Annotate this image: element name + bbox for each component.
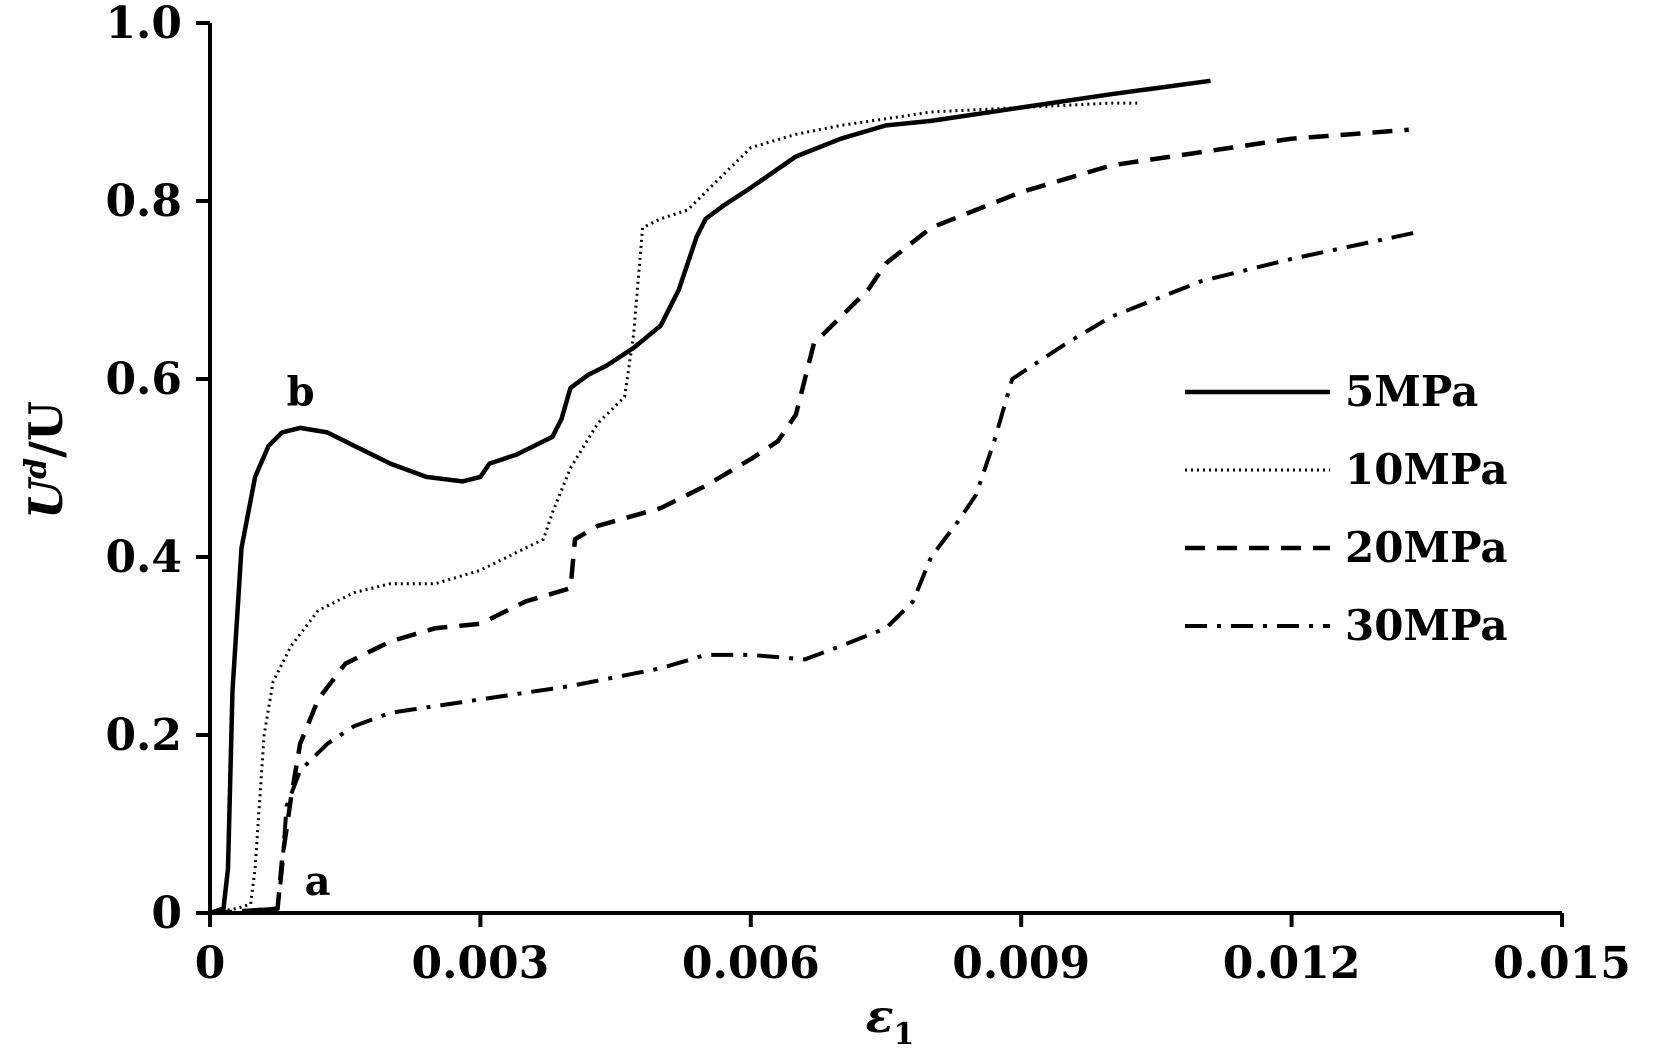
x-tick-label: 0.009 bbox=[952, 938, 1090, 989]
y-tick-label: 1.0 bbox=[105, 0, 182, 49]
series-line-30MPa bbox=[209, 230, 1419, 915]
legend-label-10MPa: 10MPa bbox=[1345, 445, 1508, 494]
x-axis-ticks: 0 0.003 0.006 0.009 0.012 0.015 bbox=[195, 913, 1631, 989]
y-tick-label: 0.2 bbox=[105, 710, 182, 761]
x-tick-label: 0.012 bbox=[1223, 938, 1361, 989]
annotation-a: a bbox=[305, 858, 331, 905]
annotations: ab bbox=[287, 369, 331, 906]
legend-label-30MPa: 30MPa bbox=[1345, 601, 1508, 650]
y-axis-title: Ud/U bbox=[19, 401, 73, 519]
plot-axes bbox=[208, 23, 1562, 915]
series-line-10MPa bbox=[209, 101, 1139, 915]
y-tick-label: 0.6 bbox=[105, 354, 182, 405]
legend-label-20MPa: 20MPa bbox=[1345, 523, 1508, 572]
x-tick-label: 0.003 bbox=[412, 938, 550, 989]
series-line-20MPa bbox=[209, 127, 1409, 916]
y-tick-label: 0.4 bbox=[105, 532, 182, 583]
series-line-5MPa bbox=[209, 78, 1211, 916]
x-tick-label: 0.015 bbox=[1493, 938, 1631, 989]
legend-label-5MPa: 5MPa bbox=[1345, 367, 1478, 416]
x-axis-title: ε1 bbox=[866, 989, 915, 1052]
y-tick-label: 0.8 bbox=[105, 176, 182, 227]
y-tick-label: 0 bbox=[151, 888, 182, 939]
y-axis-ticks: 0 0.2 0.4 0.6 0.8 1.0 bbox=[105, 0, 210, 939]
x-tick-label: 0 bbox=[195, 938, 226, 989]
x-tick-label: 0.006 bbox=[682, 938, 820, 989]
legend: 5MPa 10MPa 20MPa 30MPa bbox=[1185, 367, 1508, 650]
series-layer bbox=[209, 78, 1419, 916]
annotation-b: b bbox=[287, 369, 315, 416]
